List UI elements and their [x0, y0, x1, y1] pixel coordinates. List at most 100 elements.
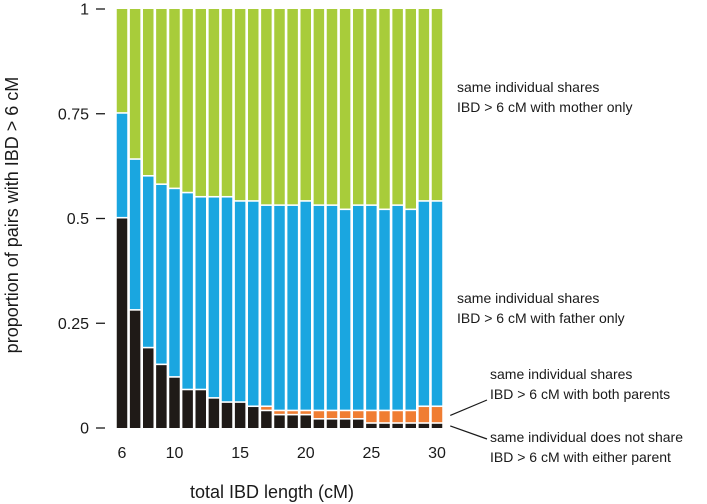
bar-segment-both — [431, 407, 443, 423]
bar-segment-mother — [379, 9, 390, 209]
bar-segment-neither — [143, 348, 154, 428]
x-tick-label: 6 — [118, 445, 127, 462]
y-tick-label: 0.75 — [58, 106, 89, 123]
bar-segment-both — [339, 411, 351, 419]
bar-segment-neither — [379, 423, 390, 428]
legend-label-father: same individual shares IBD > 6 cM with fa… — [457, 290, 625, 326]
legend-text-line: IBD > 6 cM with mother only — [457, 99, 632, 115]
bar-segment-father — [195, 197, 206, 389]
legend-text-line: IBD > 6 cM with father only — [457, 310, 625, 326]
bar-segment-mother — [418, 9, 430, 201]
legend-text-line: same individual shares — [457, 79, 599, 95]
bar-segment-father — [221, 197, 233, 402]
bar-segment-neither — [300, 415, 311, 428]
bar-segment-neither — [339, 419, 351, 428]
bar-segment-neither — [274, 415, 285, 428]
legend-leader-line — [450, 399, 488, 416]
bar-segment-father — [182, 193, 193, 389]
bar-segment-neither — [116, 218, 128, 428]
bar-segment-neither — [418, 423, 430, 428]
bar-segment-both — [353, 411, 364, 419]
bar-segment-both — [405, 411, 416, 423]
bar-segment-both — [392, 411, 403, 423]
bar-segment-father — [169, 189, 180, 377]
bar-segment-father — [287, 205, 298, 410]
bar-segment-neither — [248, 407, 259, 428]
bar-segment-mother — [326, 9, 338, 205]
bar-segment-father — [353, 205, 364, 410]
y-tick-label: 1 — [80, 2, 89, 19]
bar-segment-father — [274, 205, 285, 410]
plot-area — [116, 9, 443, 428]
bar-segment-neither — [156, 365, 167, 428]
bar-segment-mother — [208, 9, 220, 196]
x-axis-title: total IBD length (cM) — [190, 482, 354, 502]
x-tick-label: 30 — [428, 445, 446, 462]
legend-text-line: same individual shares — [490, 366, 632, 382]
bar-segment-neither — [234, 402, 246, 428]
bar-segment-mother — [129, 9, 141, 159]
bar-segment-father — [366, 205, 377, 410]
bar-segment-father — [405, 210, 416, 410]
bar-segment-neither — [431, 423, 443, 428]
x-tick-label: 10 — [166, 445, 184, 462]
bar-segment-mother — [116, 9, 128, 113]
bar-segment-mother — [195, 9, 206, 196]
bar-segment-neither — [195, 390, 206, 428]
bar-segment-mother — [261, 9, 272, 205]
bar-segment-father — [143, 176, 154, 347]
bar-segment-neither — [129, 310, 141, 428]
bar-segment-mother — [300, 9, 311, 201]
y-tick-label: 0.25 — [58, 316, 89, 333]
x-tick-label: 15 — [231, 445, 249, 462]
bar-segment-mother — [182, 9, 193, 192]
y-tick-label: 0 — [80, 421, 89, 438]
bar-segment-mother — [169, 9, 180, 188]
bar-segment-father — [300, 201, 311, 410]
bar-segment-mother — [339, 9, 351, 209]
bar-segment-mother — [143, 9, 154, 175]
y-axis-title: proportion of pairs with IBD > 6 cM — [2, 77, 22, 354]
bar-segment-both — [313, 411, 325, 419]
bar-segment-both — [379, 411, 390, 423]
bar-segment-mother — [353, 9, 364, 205]
bar-segment-mother — [313, 9, 325, 205]
bar-segment-father — [431, 201, 443, 406]
bar-segment-neither — [326, 419, 338, 428]
bar-segment-mother — [287, 9, 298, 205]
bar-segment-father — [129, 159, 141, 310]
y-tick-label: 0.5 — [67, 211, 89, 228]
bar-segment-neither — [208, 398, 220, 428]
bar-segment-neither — [182, 390, 193, 428]
y-axis: 0 0.25 0.5 0.75 1 — [58, 2, 105, 438]
bar-segment-both — [366, 411, 377, 423]
x-tick-label: 20 — [297, 445, 315, 462]
bar-segment-mother — [274, 9, 285, 205]
bar-segment-mother — [431, 9, 443, 201]
bar-segment-father — [339, 210, 351, 410]
bar-segment-both — [418, 407, 430, 423]
bar-segment-neither — [405, 423, 416, 428]
bar-segment-mother — [156, 9, 167, 184]
bar-segment-father — [326, 205, 338, 410]
legend-leader-line — [450, 425, 488, 440]
bar-segment-mother — [405, 9, 416, 209]
bar-segment-father — [208, 197, 220, 398]
bar-segment-neither — [366, 423, 377, 428]
bar-segment-father — [418, 201, 430, 406]
bar-segment-neither — [287, 415, 298, 428]
bar-segment-mother — [221, 9, 233, 196]
bar-segment-both — [261, 407, 272, 410]
legend-label-mother: same individual shares IBD > 6 cM with mo… — [457, 79, 632, 115]
legend-text-line: IBD > 6 cM with both parents — [490, 386, 670, 402]
bar-segment-neither — [353, 419, 364, 428]
x-tick-label: 25 — [362, 445, 380, 462]
x-axis: 6 10 15 20 25 30 — [118, 445, 446, 462]
bar-segment-father — [248, 201, 259, 406]
bar-segment-father — [116, 113, 128, 217]
bar-segment-neither — [313, 419, 325, 428]
bar-segment-neither — [261, 411, 272, 428]
legend-label-neither: same individual does not share IBD > 6 cM… — [450, 425, 683, 465]
bar-segment-mother — [248, 9, 259, 201]
